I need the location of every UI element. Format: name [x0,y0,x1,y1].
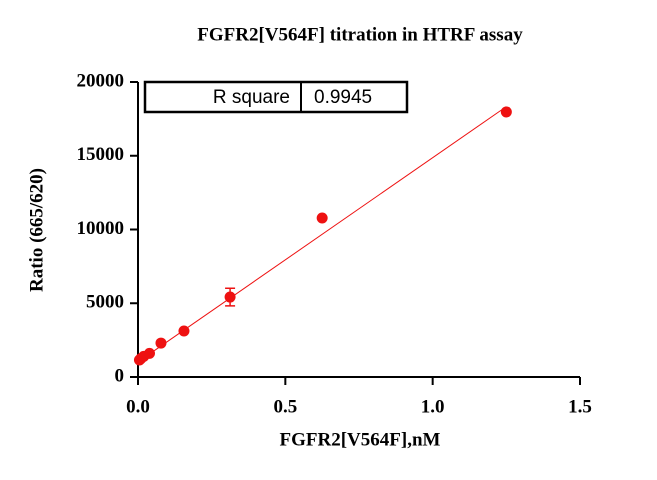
y-tick-label: 0 [115,365,125,386]
chart-title: FGFR2[V564F] titration in HTRF assay [197,24,523,45]
data-point [178,325,190,337]
x-tick-label: 1.5 [568,396,592,417]
x-tick-label: 1.0 [421,396,445,417]
r-square-table: R square 0.9945 [143,80,409,114]
x-tick-label: 0.5 [273,396,297,417]
table-border [143,80,409,114]
table-label: R square [213,87,290,108]
y-tick-label: 5000 [86,292,124,313]
data-point [500,106,512,118]
y-tick-label: 10000 [77,218,125,239]
x-tick-label: 0.0 [126,396,150,417]
data-point [143,347,155,359]
data-point [224,291,236,303]
data-point [155,337,167,349]
y-tick-label: 20000 [77,70,125,91]
data-point [316,212,328,224]
y-axis-label: Ratio (665/620) [26,168,47,292]
fit-line [137,106,507,363]
table-value: 0.9945 [314,87,372,108]
y-tick-label: 15000 [77,144,125,165]
x-axis-label: FGFR2[V564F],nM [280,429,441,450]
